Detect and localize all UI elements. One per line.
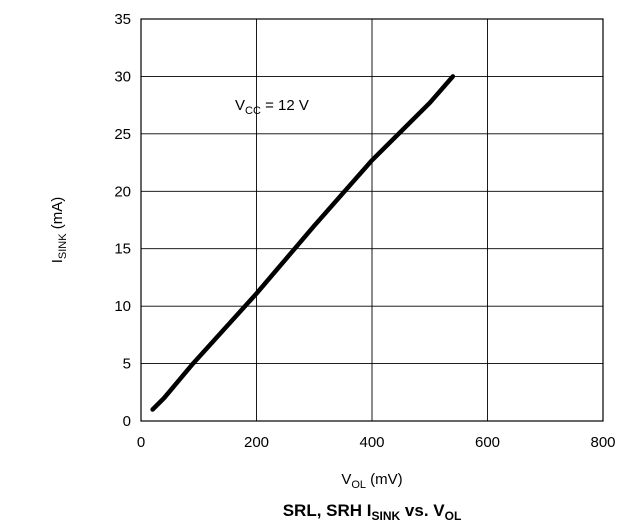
y-tick-label: 5: [123, 356, 131, 373]
grid: [141, 19, 603, 421]
annotation-vcc: VCC = 12 V: [235, 97, 309, 117]
chart-title: SRL, SRH ISINK vs. VOL: [283, 501, 462, 523]
y-tick-label: 15: [114, 241, 131, 258]
y-tick-label: 10: [114, 298, 131, 315]
x-tick-label: 800: [590, 434, 615, 451]
x-tick-label: 400: [359, 434, 384, 451]
y-tick-label: 20: [114, 183, 131, 200]
x-tick-label: 600: [475, 434, 500, 451]
x-axis-label: VOL (mV): [341, 471, 402, 491]
y-tick-label: 0: [123, 413, 131, 430]
y-tick-label: 25: [114, 126, 131, 143]
x-tick-label: 200: [244, 434, 269, 451]
tick-labels: 0 200 400 600 800 0 5 10 15 20 25 30 35: [114, 11, 615, 451]
y-tick-label: 30: [114, 68, 131, 85]
y-tick-label: 35: [114, 11, 131, 28]
x-tick-label: 0: [137, 434, 145, 451]
y-axis-label: ISINK (mA): [49, 197, 69, 264]
series-line: [153, 76, 453, 409]
